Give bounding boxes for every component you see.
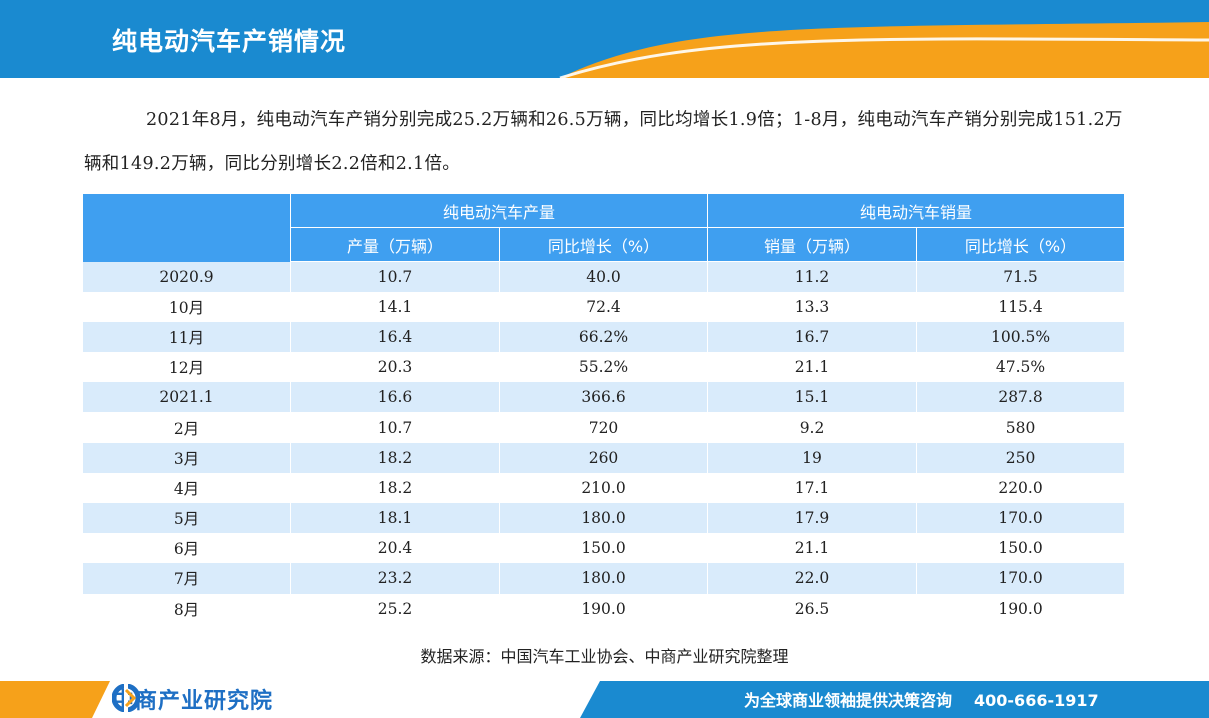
- cell-sales-volume: 22.0: [707, 563, 918, 594]
- cell-sales-growth: 71.5: [916, 261, 1126, 292]
- data-table-wrapper: 纯电动汽车产量 纯电动汽车销量 产量（万辆） 同比增长（%） 销量（万辆） 同比…: [82, 193, 1126, 624]
- cell-sales-volume: 17.9: [707, 503, 918, 534]
- table-row: 2020.9 10.7 40.0 11.2 71.5: [82, 261, 1126, 292]
- table-row: 10月 14.1 72.4 13.3 115.4: [82, 291, 1126, 322]
- cell-period: 3月: [82, 442, 291, 473]
- cell-production-growth: 260: [498, 442, 709, 473]
- cell-sales-growth: 220.0: [916, 472, 1126, 503]
- sub-header-production-growth: 同比增长（%）: [498, 227, 709, 262]
- cell-period: 4月: [82, 472, 291, 503]
- cell-sales-volume: 11.2: [707, 261, 918, 292]
- header-blank-cell: [82, 193, 291, 262]
- footer-background: [0, 681, 1209, 718]
- cell-production-growth: 180.0: [498, 563, 709, 594]
- footer-slogan: 为全球商业领袖提供决策咨询 400-666-1917: [744, 687, 1099, 711]
- page-title: 纯电动汽车产销情况: [112, 27, 347, 56]
- cell-production-growth: 150.0: [498, 533, 709, 564]
- cell-production-volume: 20.3: [290, 352, 500, 383]
- brand-logo-icon: [112, 684, 140, 712]
- cell-production-growth: 55.2%: [498, 352, 709, 383]
- brand-logo: 中商产业研究院: [112, 684, 273, 714]
- cell-production-volume: 18.1: [290, 503, 500, 534]
- table-row: 7月 23.2 180.0 22.0 170.0: [82, 563, 1126, 594]
- cell-period: 12月: [82, 352, 291, 383]
- cell-period: 6月: [82, 533, 291, 564]
- cell-sales-volume: 13.3: [707, 291, 918, 322]
- cell-production-volume: 23.2: [290, 563, 500, 594]
- table-row: 2021.1 16.6 366.6 15.1 287.8: [82, 382, 1126, 413]
- cell-production-volume: 18.2: [290, 472, 500, 503]
- table-row: 2月 10.7 720 9.2 580: [82, 412, 1126, 443]
- cell-period: 5月: [82, 503, 291, 534]
- phone-number: 400-666-1917: [974, 691, 1099, 710]
- sub-header-sales-volume: 销量（万辆）: [707, 227, 918, 262]
- header-background: [0, 0, 1209, 78]
- cell-production-growth: 66.2%: [498, 321, 709, 353]
- cell-production-volume: 10.7: [290, 261, 500, 292]
- cell-sales-growth: 250: [916, 442, 1126, 473]
- cell-production-volume: 16.4: [290, 321, 500, 353]
- cell-period: 10月: [82, 291, 291, 322]
- cell-production-growth: 40.0: [498, 261, 709, 292]
- cell-sales-volume: 21.1: [707, 533, 918, 564]
- table-row: 11月 16.4 66.2% 16.7 100.5%: [82, 321, 1126, 353]
- cell-period: 8月: [82, 593, 291, 624]
- cell-sales-growth: 115.4: [916, 291, 1126, 322]
- cell-sales-growth: 150.0: [916, 533, 1126, 564]
- cell-period: 11月: [82, 321, 291, 353]
- cell-sales-volume: 17.1: [707, 472, 918, 503]
- cell-sales-growth: 170.0: [916, 503, 1126, 534]
- data-table: 纯电动汽车产量 纯电动汽车销量 产量（万辆） 同比增长（%） 销量（万辆） 同比…: [82, 193, 1126, 624]
- sub-header-sales-growth: 同比增长（%）: [916, 227, 1126, 262]
- table-row: 6月 20.4 150.0 21.1 150.0: [82, 533, 1126, 564]
- cell-production-volume: 18.2: [290, 442, 500, 473]
- cell-production-volume: 25.2: [290, 593, 500, 624]
- sub-header-production-volume: 产量（万辆）: [290, 227, 500, 262]
- cell-period: 2021.1: [82, 382, 291, 413]
- table-row: 4月 18.2 210.0 17.1 220.0: [82, 472, 1126, 503]
- cell-production-volume: 16.6: [290, 382, 500, 413]
- cell-sales-growth: 287.8: [916, 382, 1126, 413]
- intro-paragraph: 2021年8月，纯电动汽车产销分别完成25.2万辆和26.5万辆，同比均增长1.…: [84, 110, 1123, 174]
- table-row: 12月 20.3 55.2% 21.1 47.5%: [82, 352, 1126, 383]
- cell-sales-volume: 9.2: [707, 412, 918, 443]
- cell-sales-growth: 190.0: [916, 593, 1126, 624]
- cell-sales-volume: 26.5: [707, 593, 918, 624]
- group-header-production: 纯电动汽车产量: [289, 193, 709, 228]
- table-body: 2020.9 10.7 40.0 11.2 71.5 10月 14.1 72.4 13.3 115…: [82, 261, 1126, 624]
- cell-period: 2月: [82, 412, 291, 443]
- cell-production-growth: 210.0: [498, 472, 709, 503]
- group-header-sales: 纯电动汽车销量: [707, 193, 1126, 228]
- cell-sales-growth: 47.5%: [916, 352, 1126, 383]
- cell-production-growth: 720: [498, 412, 709, 443]
- slogan-text: 为全球商业领袖提供决策咨询: [744, 691, 953, 710]
- cell-sales-growth: 580: [916, 412, 1126, 443]
- footer-bar: 中商产业研究院 为全球商业领袖提供决策咨询 400-666-1917: [0, 681, 1209, 718]
- source-note: 数据来源：中国汽车工业协会、中商产业研究院整理: [420, 647, 789, 666]
- cell-production-growth: 72.4: [498, 291, 709, 322]
- cell-period: 2020.9: [82, 261, 291, 292]
- cell-sales-volume: 21.1: [707, 352, 918, 383]
- cell-production-growth: 180.0: [498, 503, 709, 534]
- table-row: 8月 25.2 190.0 26.5 190.0: [82, 593, 1126, 624]
- cell-sales-volume: 19: [707, 442, 918, 473]
- table-row: 5月 18.1 180.0 17.9 170.0: [82, 503, 1126, 534]
- cell-production-growth: 190.0: [498, 593, 709, 624]
- cell-production-volume: 14.1: [290, 291, 500, 322]
- table-row: 3月 18.2 260 19 250: [82, 442, 1126, 473]
- header-banner: 纯电动汽车产销情况: [0, 0, 1209, 78]
- cell-sales-volume: 15.1: [707, 382, 918, 413]
- cell-production-growth: 366.6: [498, 382, 709, 413]
- cell-sales-growth: 100.5%: [916, 321, 1126, 353]
- cell-production-volume: 20.4: [290, 533, 500, 564]
- cell-sales-volume: 16.7: [707, 321, 918, 353]
- cell-production-volume: 10.7: [290, 412, 500, 443]
- cell-period: 7月: [82, 563, 291, 594]
- cell-sales-growth: 170.0: [916, 563, 1126, 594]
